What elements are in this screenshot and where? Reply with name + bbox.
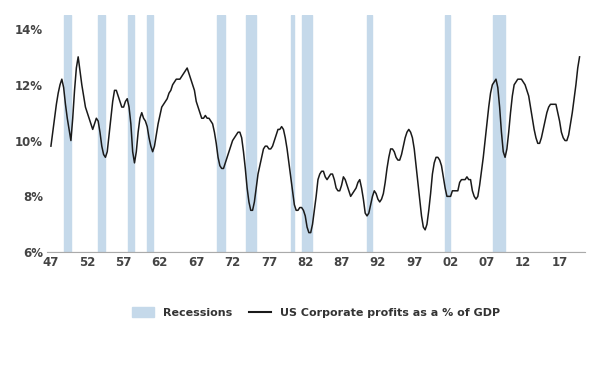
Bar: [445, 15, 450, 252]
Bar: [147, 15, 152, 252]
Bar: [64, 15, 71, 252]
Legend: Recessions, US Corporate profits as a % of GDP: Recessions, US Corporate profits as a % …: [132, 307, 500, 318]
Bar: [302, 15, 312, 252]
Bar: [98, 15, 106, 252]
Bar: [493, 15, 505, 252]
Bar: [291, 15, 295, 252]
Bar: [128, 15, 134, 252]
Bar: [247, 15, 256, 252]
Bar: [367, 15, 372, 252]
Bar: [217, 15, 224, 252]
